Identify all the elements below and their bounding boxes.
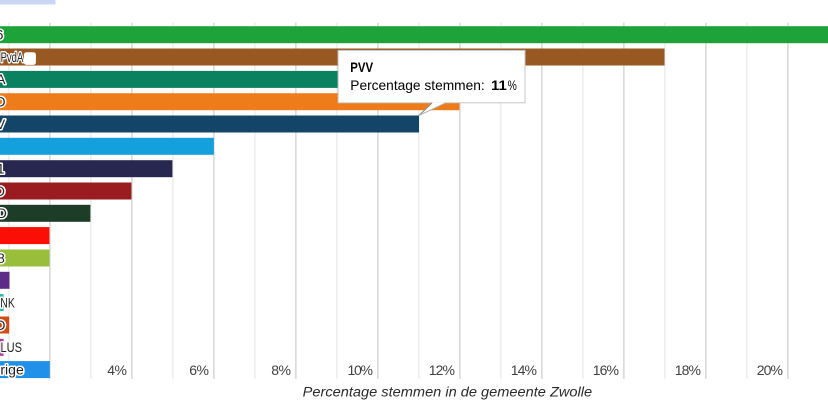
svg-text:20%: 20% <box>757 362 783 378</box>
svg-text:18%: 18% <box>675 362 701 378</box>
svg-text:D: D <box>0 95 6 110</box>
svg-text:12%: 12% <box>429 362 455 378</box>
svg-text:PvdA: PvdA <box>1 50 24 65</box>
svg-text:8: 8 <box>0 251 5 266</box>
svg-text:D: D <box>0 318 5 333</box>
svg-text:PVV: PVV <box>350 59 373 75</box>
svg-text:4%: 4% <box>107 362 127 378</box>
svg-text:Percentage stemmen in de gemee: Percentage stemmen in de gemeente Zwolle <box>303 385 593 400</box>
svg-text:A: A <box>0 72 6 87</box>
svg-text:6: 6 <box>0 28 4 43</box>
svg-text:V: V <box>0 117 6 132</box>
svg-text:Percentage stemmen:11%: Percentage stemmen: 11% <box>350 77 517 93</box>
svg-text:NK: NK <box>0 295 15 310</box>
svg-text:14%: 14% <box>511 362 537 378</box>
svg-text:D: D <box>0 184 5 199</box>
svg-text:6%: 6% <box>189 362 209 378</box>
svg-text:16%: 16% <box>593 362 619 378</box>
svg-text:1: 1 <box>0 162 5 177</box>
svg-text:rige: rige <box>0 362 24 377</box>
svg-text:LUS: LUS <box>1 340 23 355</box>
svg-text:D: D <box>0 206 7 221</box>
svg-text:8%: 8% <box>271 362 291 378</box>
svg-text:10%: 10% <box>348 362 373 378</box>
